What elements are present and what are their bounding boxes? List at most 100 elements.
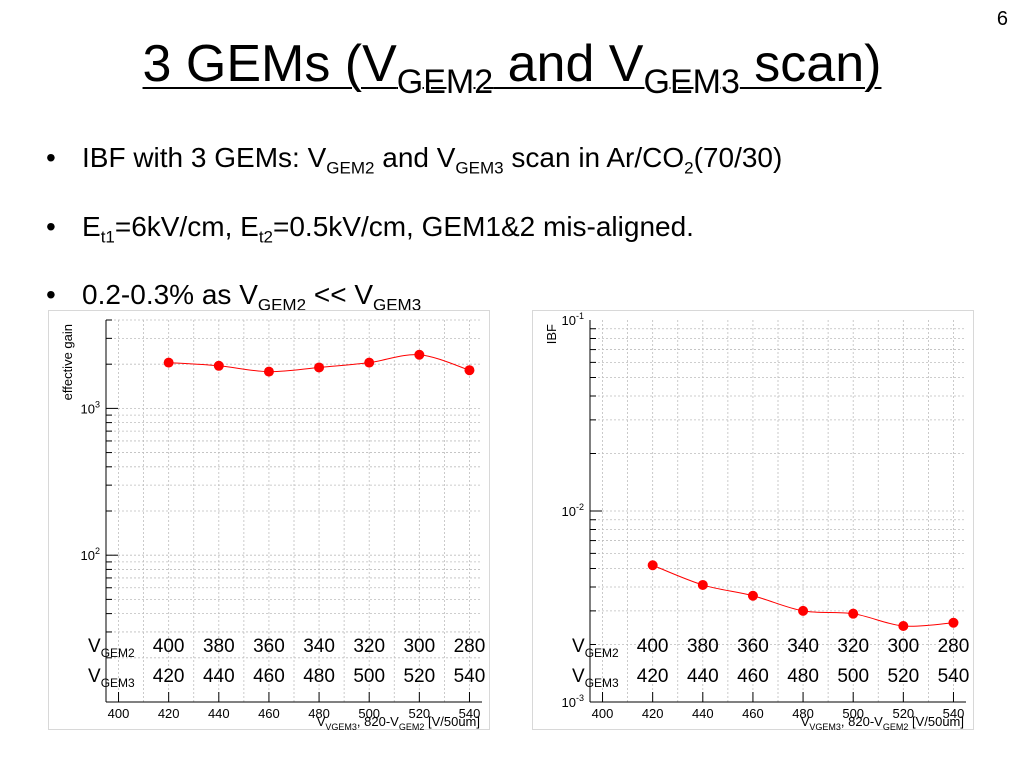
gain-chart: 400 420 440 460 480 500 520 540 102 103 effective … bbox=[48, 310, 490, 730]
y-tick-exponent: 3 bbox=[95, 399, 100, 409]
x-label-sub: VGEM3 bbox=[809, 722, 841, 730]
bullet-list: IBF with 3 GEMs: VGEM2 and VGEM3 scan in… bbox=[40, 138, 782, 344]
x-label-text: , 820-V bbox=[841, 714, 883, 729]
x-axis-label: VVGEM3, 820-VGEM2 [V/50um] bbox=[317, 714, 480, 730]
gain-chart-svg: 400 420 440 460 480 500 520 540102103effective … bbox=[48, 310, 490, 730]
y-tick-exponent: -2 bbox=[576, 502, 584, 512]
voltage-value: 480 bbox=[787, 666, 819, 687]
voltage-value: 380 bbox=[202, 636, 235, 657]
x-label-text: [V/50um] bbox=[908, 714, 964, 729]
bullet-sub: 2 bbox=[684, 158, 694, 178]
data-point bbox=[364, 357, 375, 368]
x-label-text: [V/50um] bbox=[424, 714, 480, 729]
y-axis-label: effective gain bbox=[60, 324, 75, 400]
voltage-label-sub: GEM2 bbox=[584, 645, 619, 660]
bullet-text: and V bbox=[374, 142, 456, 173]
voltage-value: 300 bbox=[887, 636, 920, 657]
voltage-row-label: VGEM2 bbox=[88, 636, 135, 660]
data-point bbox=[898, 620, 909, 631]
voltage-value: 520 bbox=[887, 666, 920, 687]
data-point bbox=[747, 590, 758, 601]
x-tick-label: 460 bbox=[742, 706, 764, 721]
y-tick-exponent: 2 bbox=[95, 546, 100, 556]
voltage-row-label: VGEM3 bbox=[572, 666, 619, 690]
voltage-value: 420 bbox=[636, 666, 669, 687]
ibf-chart: 400 420 440 460 480 500 520 540 10-1 10-2 10-3 IBF V… bbox=[532, 310, 974, 730]
voltage-value: 340 bbox=[787, 636, 819, 657]
x-label-sub: VGEM3 bbox=[325, 722, 357, 730]
voltage-value: 300 bbox=[403, 636, 436, 657]
voltage-label-sub: GEM3 bbox=[100, 675, 135, 690]
voltage-value: 460 bbox=[737, 666, 769, 687]
bullet-text: IBF with 3 GEMs: V bbox=[82, 142, 327, 173]
voltage-value: 500 bbox=[837, 666, 870, 687]
voltage-value: 360 bbox=[253, 636, 285, 657]
voltage-value: 320 bbox=[353, 636, 386, 657]
voltage-value: 340 bbox=[303, 636, 335, 657]
data-point bbox=[647, 560, 658, 571]
bullet-text: (70/30) bbox=[693, 142, 783, 173]
voltage-value: 540 bbox=[937, 666, 970, 687]
y-tick-exponent: -1 bbox=[576, 311, 584, 321]
data-point bbox=[848, 608, 859, 619]
data-point bbox=[798, 605, 809, 616]
data-point bbox=[314, 362, 325, 373]
x-tick-label: 540 bbox=[459, 706, 481, 721]
x-label-sub: GEM2 bbox=[399, 722, 425, 730]
voltage-value: 420 bbox=[152, 666, 185, 687]
voltage-label-sub: GEM3 bbox=[584, 675, 619, 690]
voltage-value: 280 bbox=[937, 636, 970, 657]
voltage-row-label: VGEM2 bbox=[572, 636, 619, 660]
voltage-label-text: V bbox=[572, 666, 585, 687]
x-tick-label: 520 bbox=[892, 706, 914, 721]
data-point bbox=[213, 360, 224, 371]
voltage-value: 520 bbox=[403, 666, 436, 687]
x-axis-label: VVGEM3, 820-VGEM2 [V/50um] bbox=[801, 714, 964, 730]
voltage-value: 360 bbox=[737, 636, 769, 657]
voltage-label-text: V bbox=[88, 666, 101, 687]
voltage-row-label: VGEM3 bbox=[88, 666, 135, 690]
x-tick-label: 500 bbox=[842, 706, 864, 721]
voltage-value: 540 bbox=[453, 666, 486, 687]
voltage-value: 500 bbox=[353, 666, 386, 687]
ibf-chart-svg: 400 420 440 460 480 500 520 54010-110-210-3IBFV… bbox=[532, 310, 974, 730]
bullet-text: E bbox=[82, 210, 101, 242]
bullet-fields: Et1=6kV/cm, Et2=0.5kV/cm, GEM1&2 mis-ali… bbox=[40, 207, 782, 258]
voltage-value: 440 bbox=[686, 666, 719, 687]
y-tick-exponent: -3 bbox=[576, 693, 584, 703]
voltage-value: 400 bbox=[152, 636, 185, 657]
voltage-value: 320 bbox=[837, 636, 870, 657]
x-label-text: V bbox=[317, 714, 326, 729]
x-tick-label: 480 bbox=[792, 706, 814, 721]
x-tick-label: 440 bbox=[208, 706, 230, 721]
voltage-value: 480 bbox=[303, 666, 335, 687]
x-tick-label: 440 bbox=[692, 706, 714, 721]
data-point bbox=[948, 617, 959, 628]
data-point bbox=[697, 579, 708, 590]
bullet-sub: t2 bbox=[258, 227, 273, 247]
voltage-label-sub: GEM2 bbox=[100, 645, 135, 660]
x-label-sub: GEM2 bbox=[883, 722, 909, 730]
data-point bbox=[263, 366, 274, 377]
data-point bbox=[414, 349, 425, 360]
slide-title: 3 GEMs (VGEM2 and VGEM3 scan) bbox=[0, 34, 1024, 102]
title-sub-a: GEM2 bbox=[396, 63, 494, 101]
x-tick-label: 420 bbox=[158, 706, 180, 721]
x-tick-label: 420 bbox=[642, 706, 664, 721]
x-tick-label: 500 bbox=[358, 706, 380, 721]
x-label-text: V bbox=[801, 714, 810, 729]
voltage-value: 280 bbox=[453, 636, 486, 657]
title-sub-b: GEM3 bbox=[643, 63, 740, 101]
x-tick-label: 520 bbox=[408, 706, 430, 721]
x-label-text: , 820-V bbox=[357, 714, 399, 729]
slide-number: 6 bbox=[996, 8, 1008, 30]
bullet-text: 0.2-0.3% as V bbox=[82, 279, 258, 311]
y-axis-label: IBF bbox=[544, 324, 559, 344]
title-part-c: scan) bbox=[739, 35, 882, 93]
bullet-text: << V bbox=[306, 279, 373, 311]
x-tick-label: 400 bbox=[108, 706, 130, 721]
bullet-ibf: IBF with 3 GEMs: VGEM2 and VGEM3 scan in… bbox=[40, 138, 782, 189]
title-part-b: and V bbox=[493, 35, 644, 93]
voltage-label-text: V bbox=[88, 636, 101, 657]
voltage-value: 460 bbox=[253, 666, 285, 687]
